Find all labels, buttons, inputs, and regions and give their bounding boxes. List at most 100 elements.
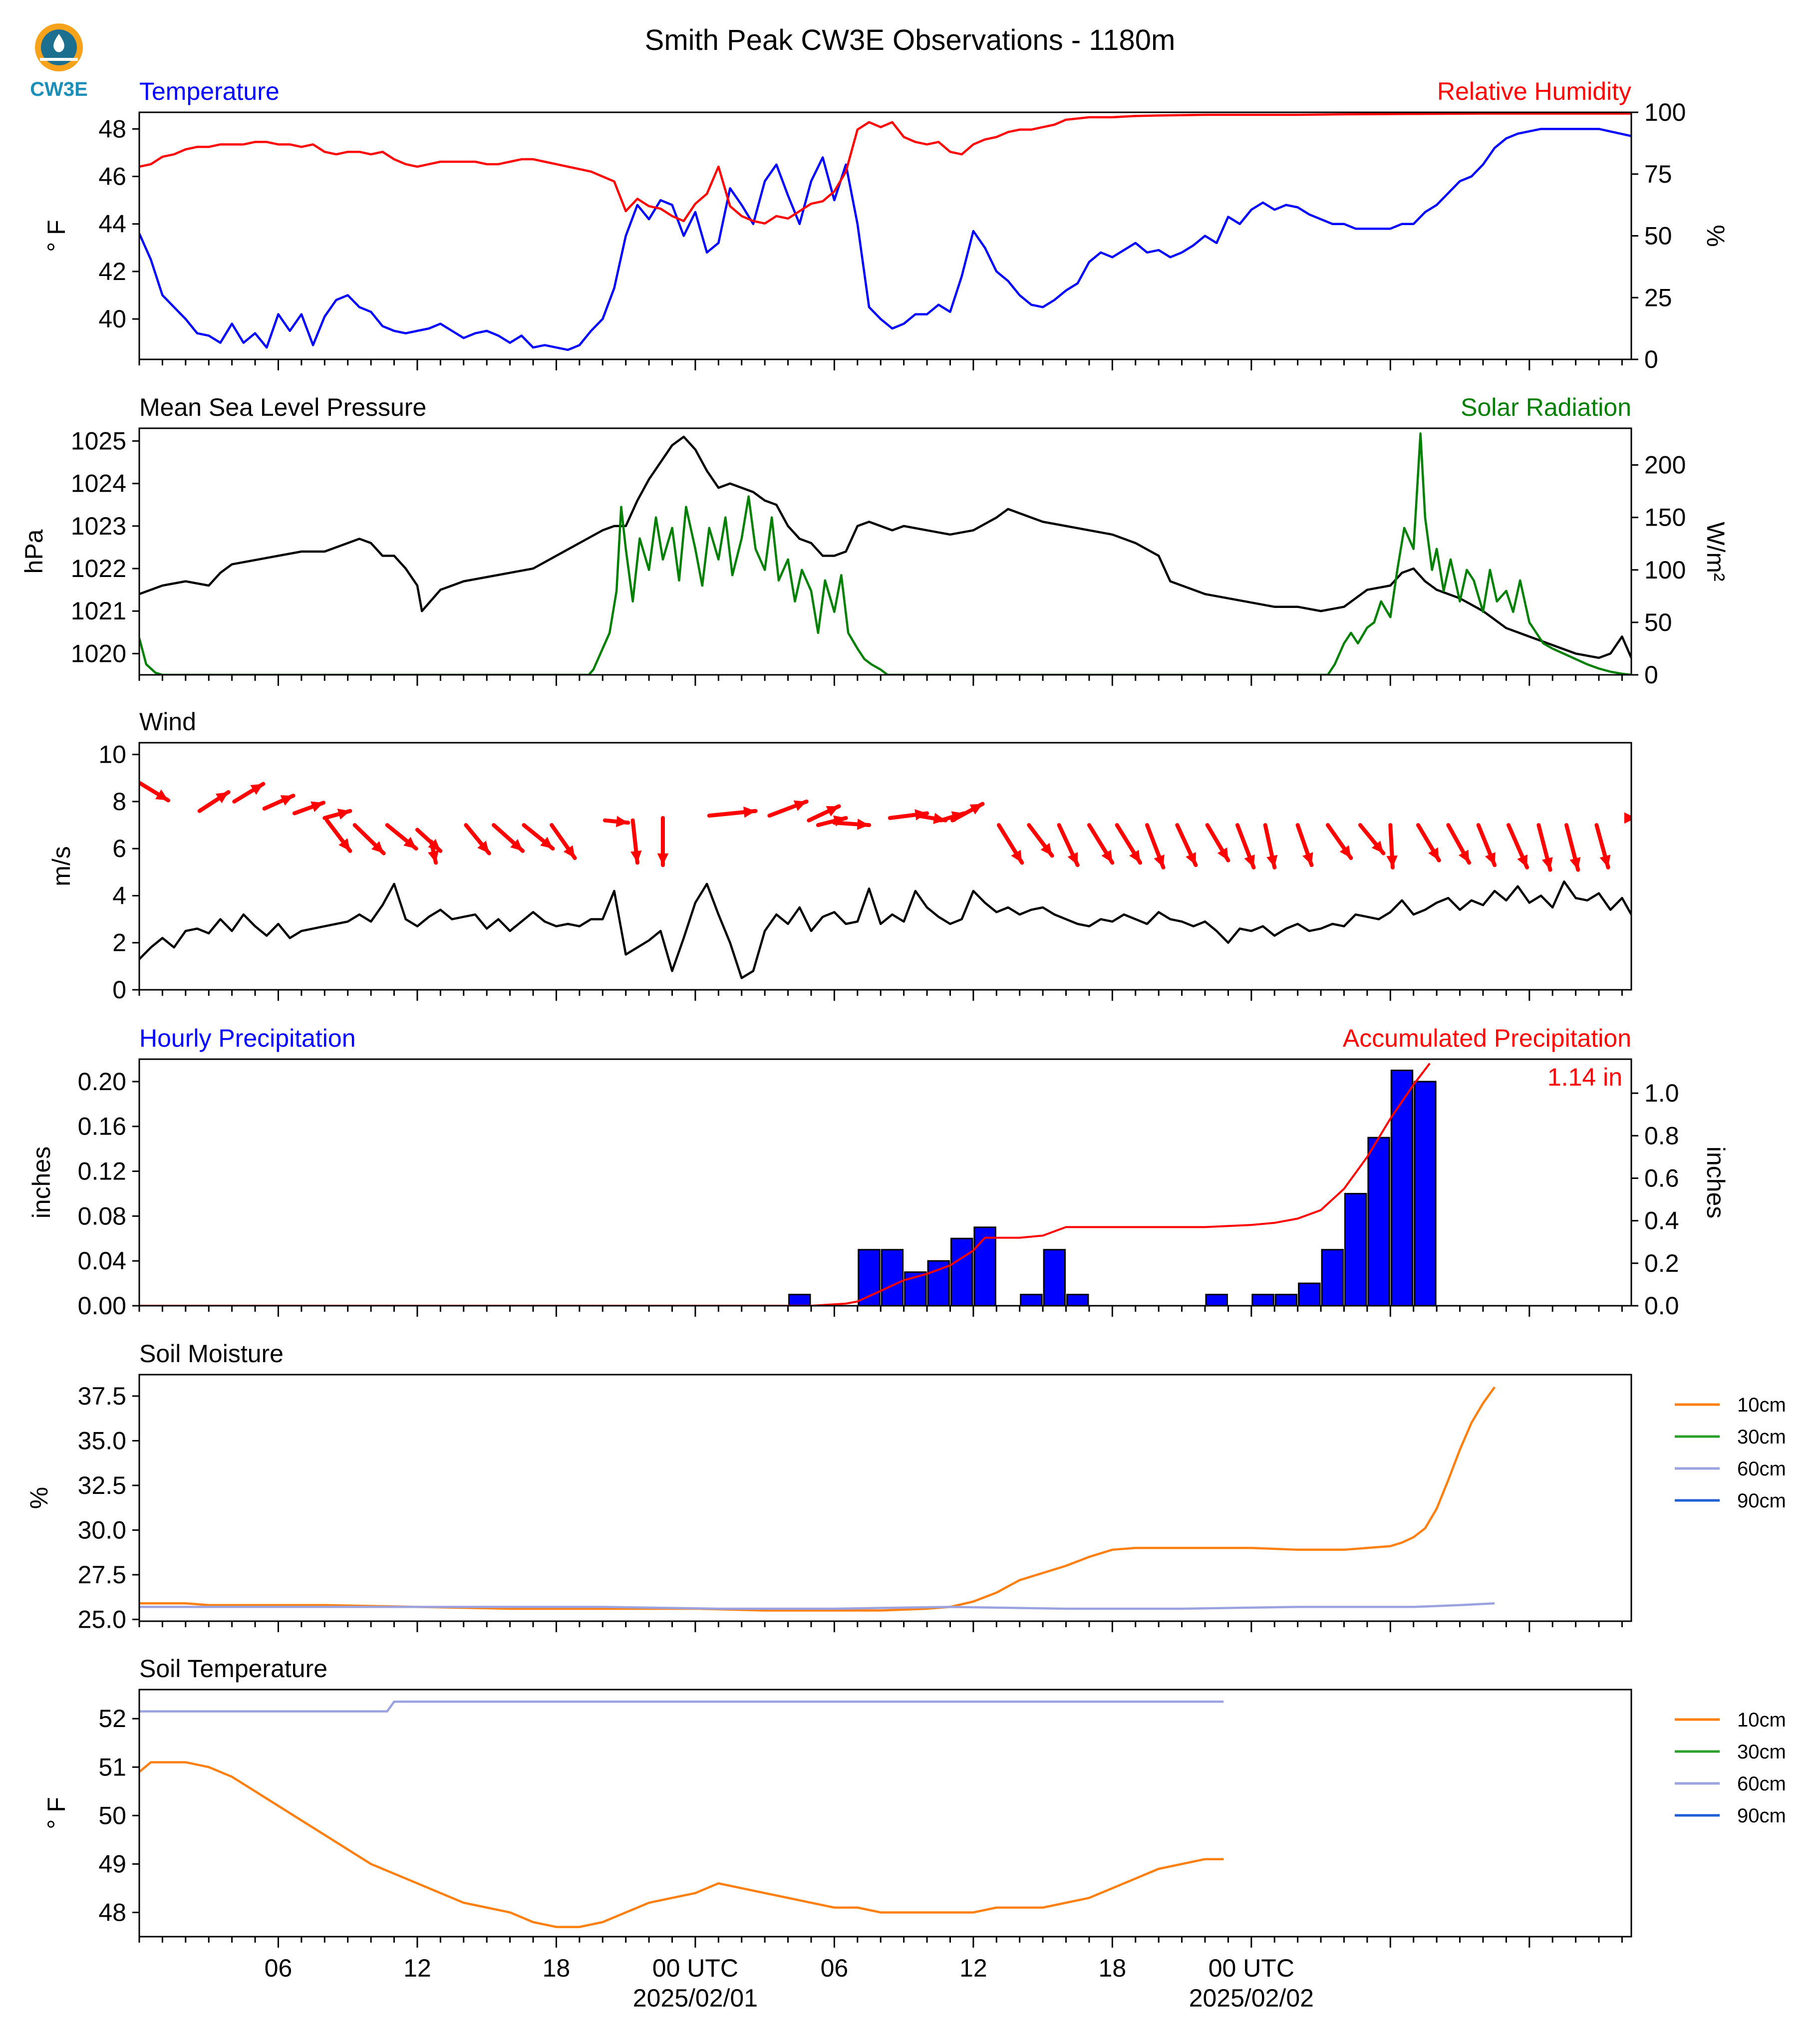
y-tick-label: 35.0 — [78, 1427, 126, 1454]
y-right-tick-label: 200 — [1644, 451, 1686, 479]
panel-soil_moisture: Soil Moisture 25.0 27.5 30.0 32.5 35.0 37.5% 10… — [25, 1340, 1786, 1633]
precip-bar — [1274, 1294, 1298, 1306]
wind-arrow-head — [540, 837, 553, 849]
y-tick-label: 1023 — [71, 512, 126, 540]
x-tick-label: 00 UTC — [652, 1954, 738, 1982]
wind-arrow-head — [155, 789, 169, 801]
plot-area-soil_temp — [139, 1701, 1224, 1928]
precip-bar — [950, 1237, 973, 1306]
y-right-tick-label: 0.0 — [1644, 1292, 1679, 1320]
y-tick-label: 1022 — [71, 555, 126, 582]
wind-arrow-head — [1339, 845, 1351, 858]
x-tick-label: 06 — [265, 1954, 293, 1982]
precip-bar — [1321, 1249, 1344, 1306]
wind-arrow-head — [1101, 850, 1113, 863]
wind-arrow-head — [563, 845, 575, 858]
wind-arrow-head — [1517, 854, 1528, 868]
y-axis-label: inches — [27, 1147, 55, 1219]
y-tick-label: 37.5 — [78, 1382, 126, 1410]
y-tick-label: 8 — [112, 788, 126, 816]
wind-arrow-head — [1386, 855, 1398, 868]
series-line-wind — [139, 880, 1631, 979]
wind-arrow-head — [215, 792, 229, 804]
y-tick-label: 0.04 — [78, 1247, 126, 1275]
plot-area-precip — [139, 1063, 1437, 1306]
panel-title-left: Mean Sea Level Pressure — [139, 393, 426, 421]
x-date-label: 2025/02/01 — [633, 1984, 758, 2012]
panel-title-left: Soil Moisture — [139, 1340, 284, 1368]
legend-label: 60cm — [1737, 1458, 1786, 1480]
legend-label: 60cm — [1737, 1773, 1786, 1795]
panel-frame — [138, 111, 1632, 360]
y-tick-label: 1021 — [71, 597, 126, 625]
wind-arrow-head — [477, 841, 489, 854]
precip-bar — [1367, 1137, 1390, 1306]
wind-arrow-head — [1302, 852, 1313, 866]
panel-title-right: Solar Radiation — [1461, 393, 1631, 421]
panel-soil_temp: Soil Temperature 48 49 50 51 52 ° F 10cm 30cm 60c… — [42, 1655, 1786, 2012]
panel-title-left: Temperature — [139, 77, 280, 105]
wind-arrow-head — [1217, 847, 1228, 861]
accum-precip-line — [139, 1063, 1431, 1306]
y-right-tick-label: 100 — [1644, 98, 1686, 126]
panel-title-left: Hourly Precipitation — [139, 1024, 356, 1052]
y-tick-label: 0.20 — [78, 1068, 126, 1096]
y-tick-label: 1024 — [71, 470, 126, 498]
wind-arrow-head — [1129, 850, 1141, 863]
y-tick-label: 1020 — [71, 639, 126, 667]
panel-precip: Hourly Precipitation Accumulated Precipit… — [27, 1024, 1730, 1320]
wind-arrow-head — [1011, 850, 1022, 863]
x-tick-label: 18 — [1099, 1954, 1127, 1982]
y-tick-label: 0.00 — [78, 1292, 126, 1320]
wind-arrow-head — [793, 800, 807, 811]
legend-label: 10cm — [1737, 1394, 1786, 1416]
panel-frame — [138, 742, 1632, 991]
precip-bar — [1414, 1081, 1437, 1306]
y-tick-label: 49 — [98, 1850, 126, 1878]
x-date-label: 2025/02/02 — [1189, 1984, 1314, 2012]
panel-wind: Wind 0 2 4 6 8 10 m/s — [47, 708, 1632, 1004]
y-axis-label: m/s — [47, 846, 75, 886]
wind-arrow-head — [1541, 857, 1553, 870]
y-right-tick-label: 0 — [1644, 661, 1658, 689]
plot-area-soil_moisture — [139, 1386, 1496, 1612]
y-right-axis-label: W/m² — [1702, 522, 1730, 581]
y-tick-label: 50 — [98, 1801, 126, 1829]
panel-frame — [138, 1374, 1632, 1622]
y-tick-label: 51 — [98, 1753, 126, 1781]
logo-drop-icon — [53, 34, 64, 52]
panel-title-left: Soil Temperature — [139, 1655, 327, 1683]
y-tick-label: 42 — [98, 258, 126, 286]
legend-label: 90cm — [1737, 1490, 1786, 1512]
legend-label: 30cm — [1737, 1426, 1786, 1448]
y-tick-label: 44 — [98, 210, 126, 238]
y-tick-label: 10 — [98, 741, 126, 769]
wind-arrow-head — [1186, 852, 1196, 866]
y-tick-label: 52 — [98, 1705, 126, 1733]
y-tick-label: 0.08 — [78, 1202, 126, 1230]
wind-arrow-head — [1428, 847, 1439, 861]
panel-frame — [138, 1058, 1632, 1307]
series-line-relative-humidity — [139, 112, 1631, 225]
wind-arrow-head — [338, 838, 350, 851]
y-tick-label: 27.5 — [78, 1561, 126, 1589]
series-line-10cm — [139, 1761, 1224, 1928]
panel-frame — [138, 427, 1632, 676]
series-line-10cm — [139, 1386, 1496, 1612]
y-right-axis-label: inches — [1702, 1147, 1730, 1219]
panel-temp_rh: Temperature Relative Humidity 40 42 44 46 48 ° … — [42, 77, 1730, 373]
precip-bar — [1390, 1069, 1414, 1306]
series-line-temperature — [139, 128, 1631, 351]
cw3e-logo: CW3E — [30, 23, 88, 100]
wind-arrow-head — [615, 816, 628, 828]
y-tick-label: 32.5 — [78, 1471, 126, 1499]
series-line-solar-radiation — [139, 432, 1631, 675]
y-right-tick-label: 0 — [1644, 345, 1658, 373]
x-tick-label: 18 — [543, 1954, 571, 1982]
y-axis-label: % — [25, 1487, 53, 1509]
wind-arrow-head — [1485, 852, 1496, 866]
precip-bar — [881, 1249, 904, 1306]
y-tick-label: 25.0 — [78, 1605, 126, 1633]
precip-bar — [1251, 1294, 1274, 1306]
